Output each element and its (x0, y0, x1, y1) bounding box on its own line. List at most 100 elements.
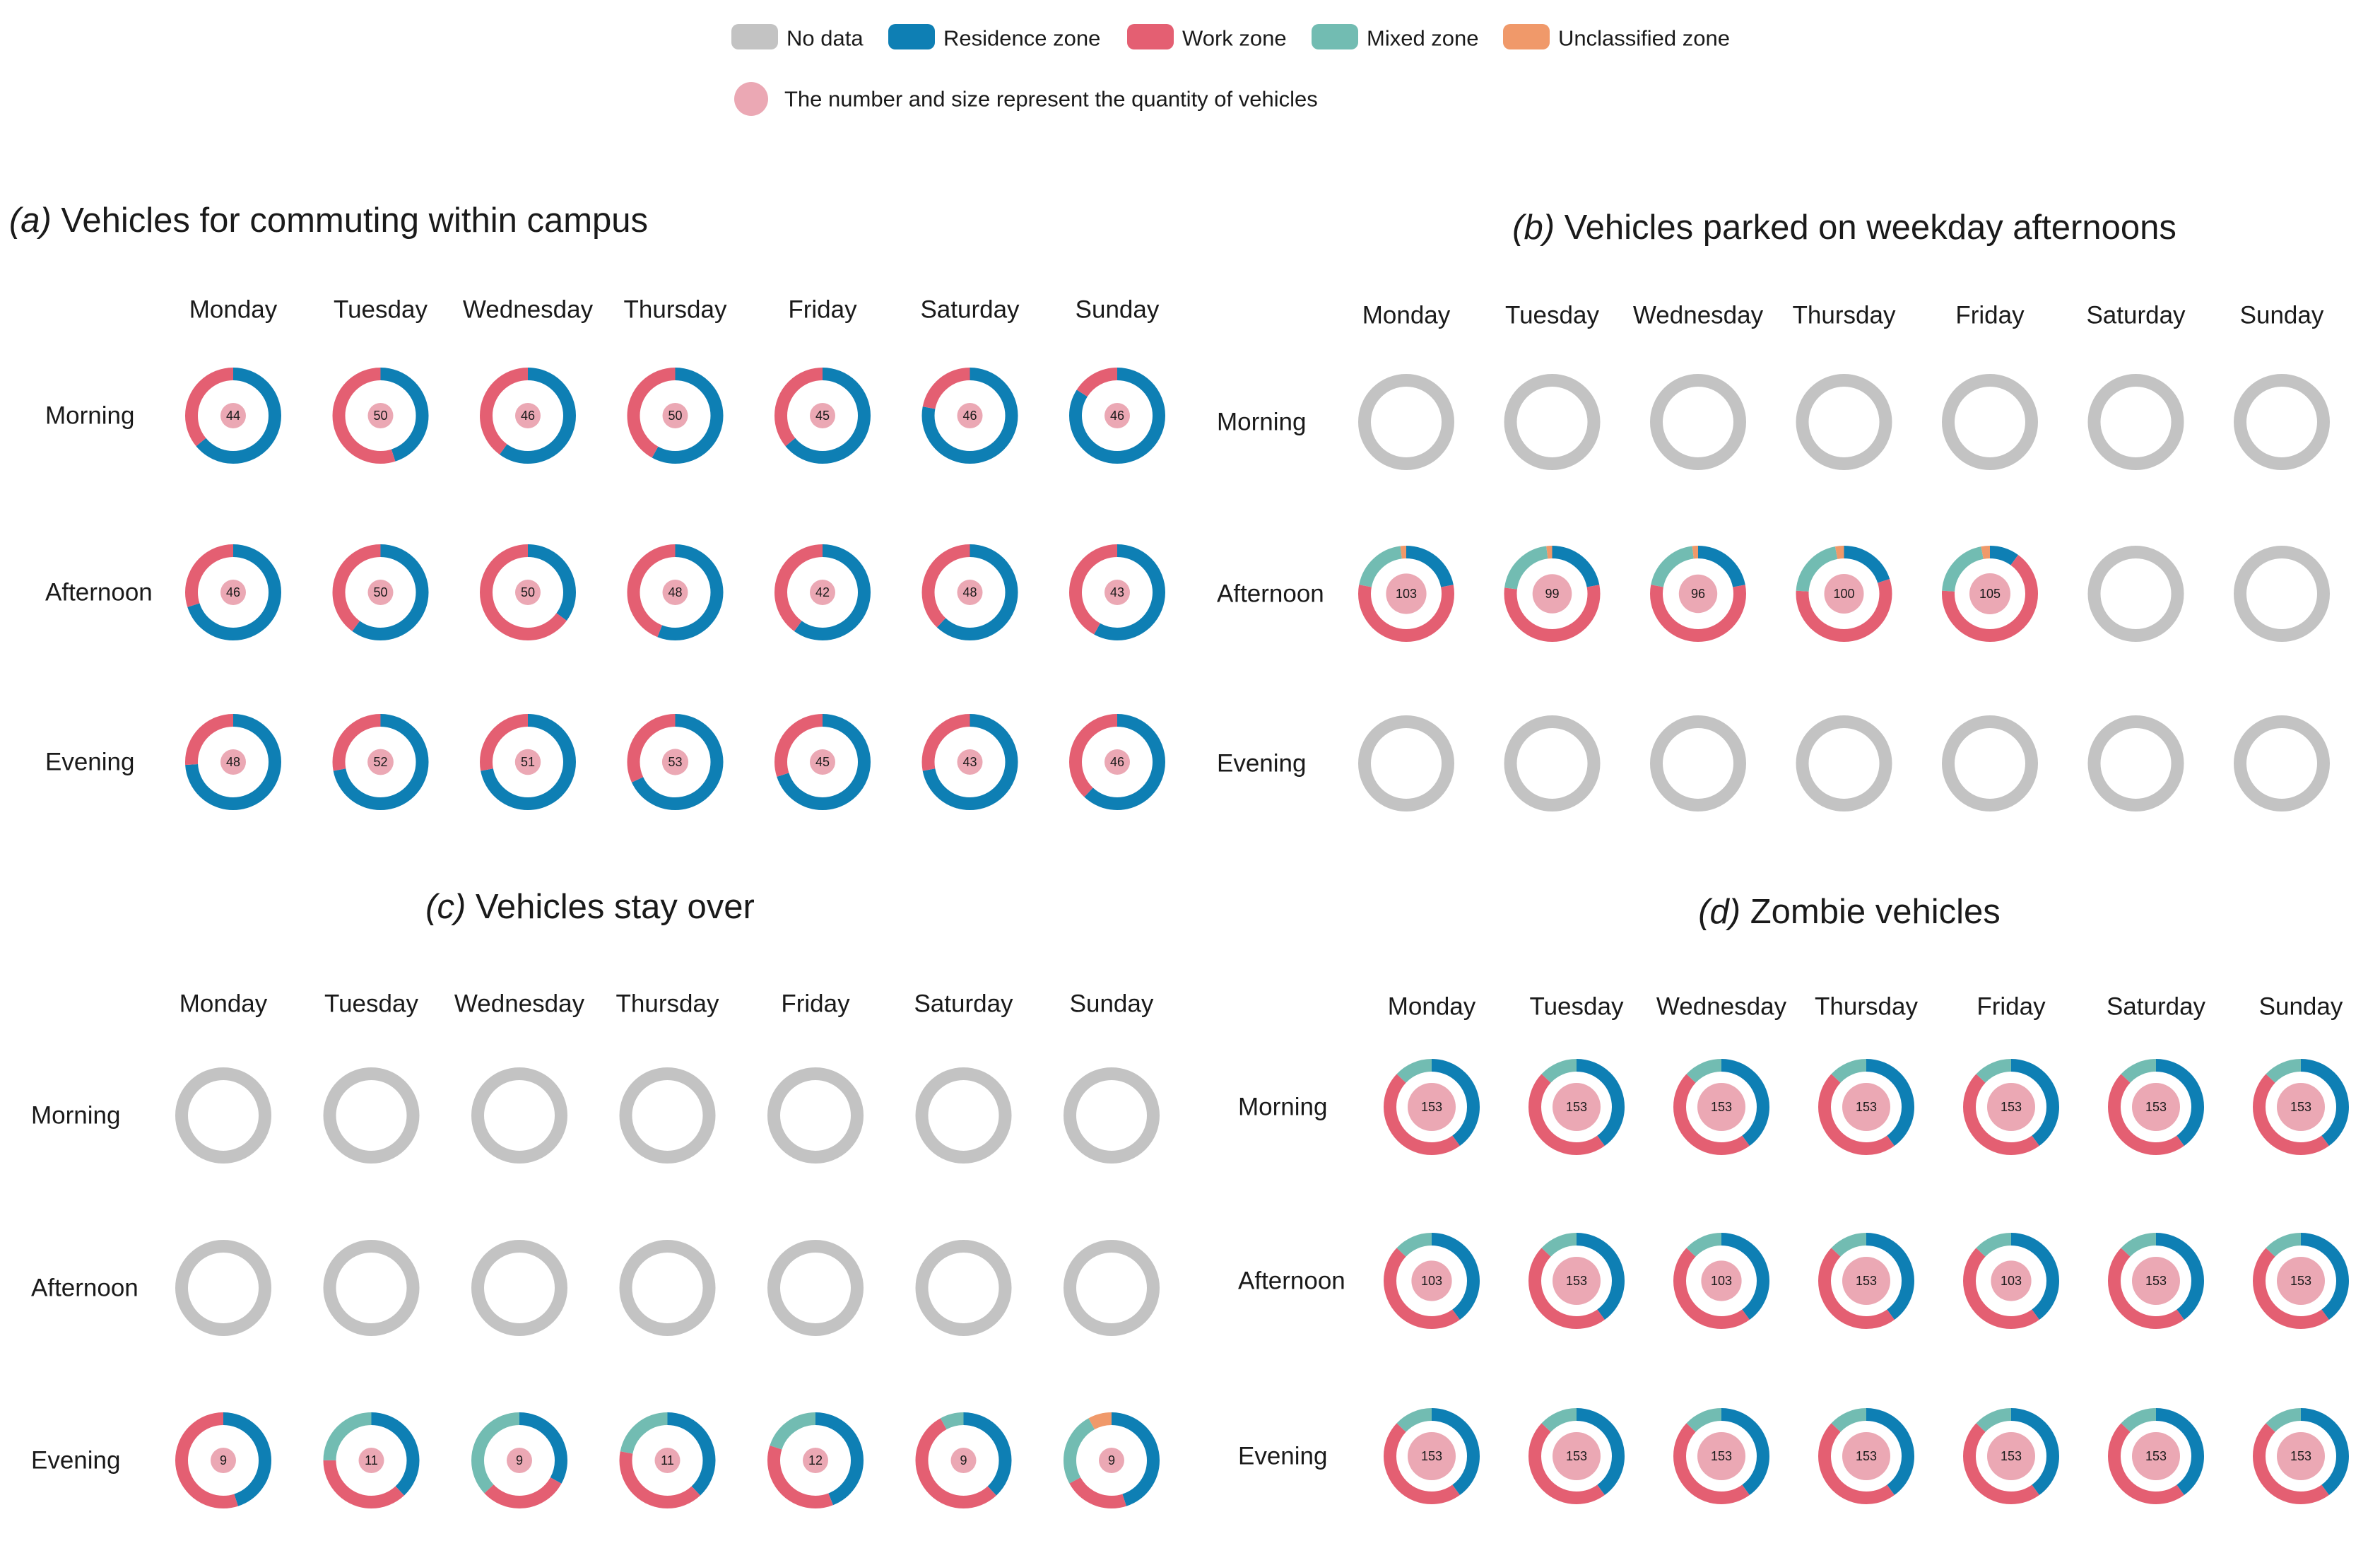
donut: 48 (627, 544, 724, 640)
period-label: Evening (1217, 750, 1306, 778)
donut-segment-work (1963, 1233, 2059, 1329)
donut (1064, 1240, 1160, 1336)
donut (619, 1240, 716, 1336)
donut (323, 1240, 420, 1336)
donut-segment-work (619, 1412, 716, 1508)
donut-value: 9 (1108, 1453, 1115, 1467)
donut-value: 153 (1566, 1449, 1587, 1463)
donut-value: 53 (668, 755, 682, 769)
donut-center (515, 580, 541, 605)
donut: 46 (480, 368, 576, 464)
donut-value: 153 (1711, 1449, 1732, 1463)
donut: 50 (627, 368, 724, 464)
donut-value: 153 (2145, 1100, 2167, 1114)
donut-segment-work (627, 544, 724, 640)
day-label: Saturday (2107, 993, 2206, 1021)
period-label: Evening (31, 1447, 120, 1475)
donut (1504, 374, 1601, 470)
donut (2234, 715, 2330, 811)
donut-value: 50 (373, 409, 387, 423)
donut-center (2277, 1432, 2325, 1480)
donut-value: 48 (962, 585, 977, 599)
donut-segment-work (1384, 1408, 1480, 1504)
panel-title: (c) Vehicles stay over (425, 888, 755, 926)
donut-center (1532, 574, 1572, 614)
donut-value: 11 (661, 1453, 674, 1467)
donut-segment-work (1069, 368, 1165, 464)
donut-center (2132, 1257, 2180, 1305)
day-label: Friday (1955, 302, 2025, 329)
donut-segment-nodata (323, 1240, 420, 1336)
period-label: Morning (1217, 409, 1306, 436)
donut-value: 103 (1396, 587, 1417, 601)
donut-segment-work (767, 1412, 864, 1508)
donut-segment-nodata (1650, 715, 1746, 811)
donut-segment-nodata (1942, 374, 2038, 470)
donut-segment-work (921, 368, 1018, 464)
donut-segment-mixed (1673, 1408, 1769, 1504)
legend-swatch-residence (888, 24, 935, 49)
donut-center (2132, 1432, 2180, 1480)
donut-segment-mixed (1064, 1412, 1160, 1508)
donut-segment-mixed (915, 1412, 1012, 1508)
day-label: Thursday (1815, 993, 1918, 1021)
donut: 44 (185, 368, 281, 464)
donut-center (1553, 1083, 1601, 1131)
donut-center (1104, 749, 1130, 775)
donut-value: 153 (2001, 1449, 2022, 1463)
donut-segment-nodata (1358, 374, 1454, 470)
donut: 153 (1673, 1059, 1769, 1155)
donut-segment-nodata (1942, 715, 2038, 811)
donut (1504, 715, 1601, 811)
donut-segment-nodata (1650, 374, 1746, 470)
donut-center (1969, 573, 2010, 614)
donut-value: 46 (226, 585, 240, 599)
donut-value: 153 (1566, 1274, 1587, 1288)
period-label: Morning (1238, 1094, 1327, 1121)
donut-segment-work (2253, 1408, 2349, 1504)
day-label: Friday (1977, 993, 2046, 1021)
donut: 103 (1384, 1233, 1480, 1329)
donut-segment-nodata (767, 1067, 864, 1164)
day-label: Friday (781, 990, 850, 1018)
donut-value: 153 (1711, 1100, 1732, 1114)
donut: 11 (619, 1412, 716, 1508)
donut-segment-nodata (175, 1067, 271, 1164)
period-label: Morning (31, 1102, 120, 1130)
donut-center (1991, 1260, 2032, 1301)
donut (1064, 1067, 1160, 1164)
donut (1942, 715, 2038, 811)
donut-center (1987, 1432, 2035, 1480)
donut-segment-mixed (1384, 1233, 1480, 1329)
donut-segment-mixed (1818, 1059, 1914, 1155)
donut-center (1842, 1083, 1890, 1131)
donut-value: 100 (1833, 587, 1854, 601)
donut-segment-mixed (1384, 1059, 1480, 1155)
donut-center (1824, 574, 1864, 614)
donut: 96 (1650, 546, 1746, 642)
donut-value: 153 (1421, 1449, 1442, 1463)
day-label: Monday (179, 990, 268, 1018)
donut-center (810, 749, 835, 775)
donut-value: 153 (1856, 1449, 1877, 1463)
donut-segment-mixed (471, 1412, 567, 1508)
donut-segment-mixed (2108, 1233, 2204, 1329)
donut (1650, 374, 1746, 470)
donut (767, 1240, 864, 1336)
donut: 153 (1384, 1408, 1480, 1504)
day-label: Sunday (2240, 302, 2324, 329)
period-label: Evening (1238, 1443, 1327, 1470)
donut: 48 (921, 544, 1018, 640)
donut-segment-mixed (323, 1412, 420, 1508)
donut-value: 43 (1110, 585, 1124, 599)
donut (619, 1067, 716, 1164)
donut (2087, 374, 2184, 470)
donut: 42 (774, 544, 871, 640)
donut-segment-work (1504, 546, 1601, 642)
donut: 153 (2108, 1408, 2204, 1504)
panel-title: (d) Zombie vehicles (1698, 893, 2001, 931)
donut (2087, 715, 2184, 811)
donut-segment-nodata (2087, 715, 2184, 811)
donut-segment-work (1963, 1059, 2059, 1155)
donut-segment-work (1069, 714, 1165, 810)
